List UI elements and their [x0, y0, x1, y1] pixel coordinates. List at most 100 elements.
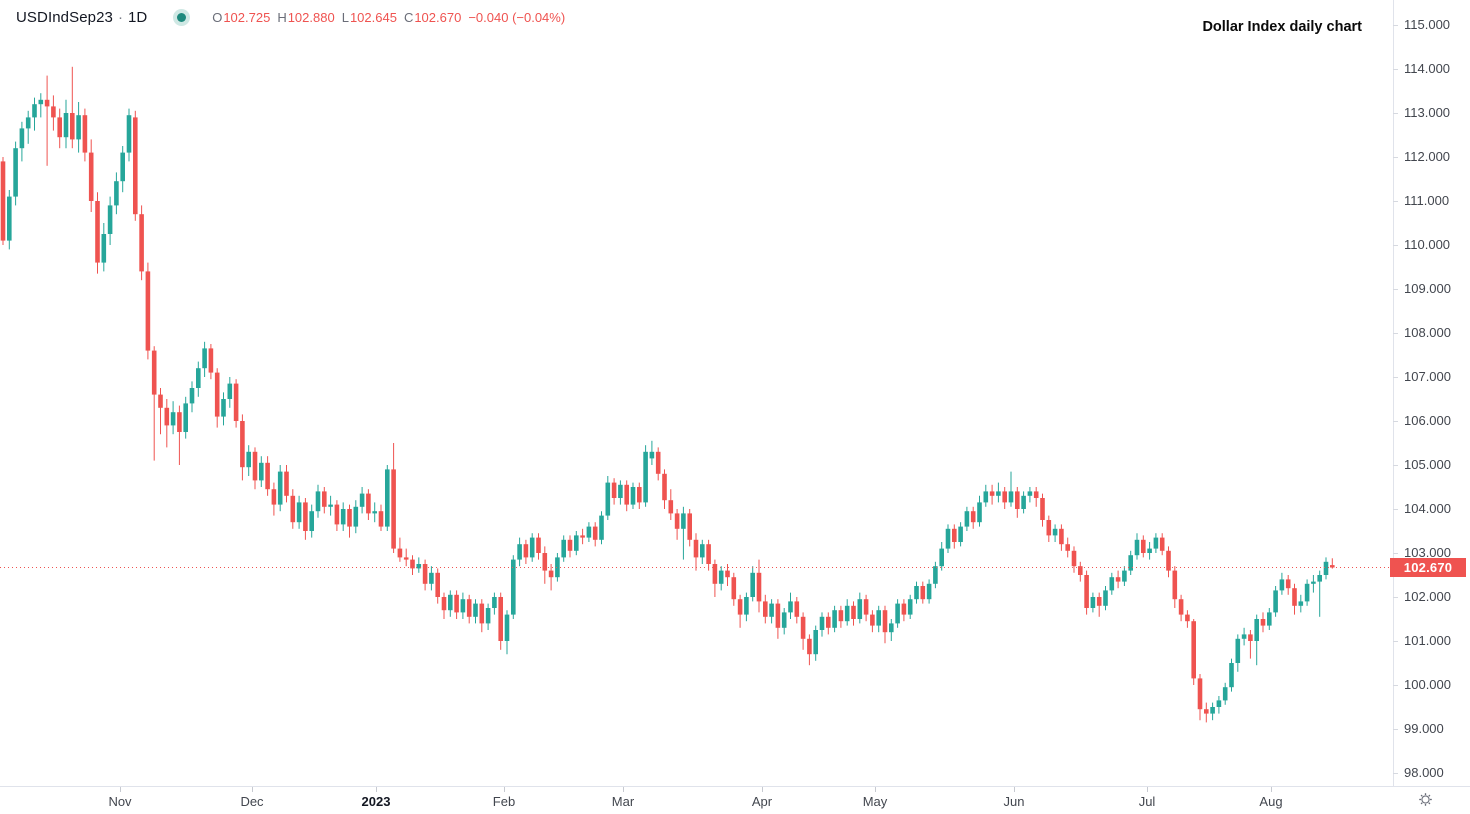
- candle: [926, 579, 932, 604]
- candle: [385, 465, 390, 531]
- candle: [970, 506, 976, 529]
- candle: [322, 487, 327, 514]
- candle: [1311, 575, 1316, 593]
- candle: [151, 346, 157, 461]
- candle: [1103, 586, 1108, 611]
- candle: [1241, 627, 1247, 646]
- candle: [435, 568, 440, 604]
- candle: [907, 594, 913, 619]
- time-tick-label: Apr: [751, 794, 773, 809]
- price-tick: [1393, 245, 1398, 246]
- candle: [756, 559, 762, 613]
- candle: [1128, 550, 1133, 575]
- candle: [511, 555, 516, 619]
- candle: [523, 539, 529, 564]
- timeframe-label[interactable]: 1D: [128, 8, 148, 26]
- candle: [353, 500, 359, 534]
- candle: [618, 480, 623, 505]
- candle: [781, 608, 787, 635]
- candle: [32, 97, 37, 131]
- candle: [429, 566, 434, 591]
- candle: [1285, 575, 1291, 595]
- price-tick: [1393, 69, 1398, 70]
- candle: [700, 539, 705, 564]
- price-tick: [1393, 509, 1398, 510]
- candle: [177, 405, 182, 465]
- candle: [637, 482, 642, 509]
- candle: [1178, 594, 1184, 622]
- series-marker-icon: [173, 8, 191, 26]
- candle: [44, 75, 50, 166]
- price-tick: [1393, 773, 1398, 774]
- time-axis[interactable]: Nov Dec 2023 Feb Mar Apr May Jun Jul Aug: [0, 787, 1393, 814]
- candle: [88, 139, 94, 212]
- time-tick-label: Feb: [492, 794, 516, 809]
- candle: [233, 379, 239, 428]
- price-tick: [1393, 597, 1398, 598]
- price-tick-label: 99.000: [1404, 721, 1444, 736]
- candle: [416, 557, 422, 573]
- candle: [655, 447, 661, 481]
- price-tick: [1393, 201, 1398, 202]
- candle: [901, 599, 907, 622]
- candle: [1134, 533, 1140, 560]
- candle: [933, 561, 938, 589]
- candle: [788, 592, 793, 619]
- price-scale-settings-button[interactable]: [1415, 789, 1435, 809]
- last-price-value: 102.670: [1403, 560, 1453, 576]
- candle: [1122, 566, 1127, 586]
- candle: [870, 610, 875, 633]
- candle: [189, 381, 195, 413]
- candle: [1304, 579, 1310, 606]
- price-tick-label: 111.000: [1404, 193, 1450, 208]
- price-tick-label: 106.000: [1404, 413, 1451, 428]
- candle: [731, 572, 737, 606]
- candle: [120, 146, 125, 193]
- symbol-title[interactable]: USDIndSep23: [16, 8, 113, 26]
- candle: [101, 223, 107, 272]
- candle: [183, 396, 188, 439]
- candle: [145, 262, 151, 360]
- candle: [561, 535, 566, 562]
- candle: [265, 456, 270, 496]
- candle: [290, 489, 296, 529]
- candle: [1260, 612, 1266, 633]
- candle: [945, 524, 951, 553]
- price-tick: [1393, 377, 1398, 378]
- price-axis[interactable]: 115.000 114.000 113.000 112.000 111.000 110.0…: [1393, 0, 1470, 786]
- candle: [662, 469, 667, 509]
- time-tick-label: Aug: [1259, 794, 1283, 809]
- price-tick: [1393, 113, 1398, 114]
- candle: [681, 506, 686, 560]
- price-tick-label: 107.000: [1404, 369, 1451, 384]
- candle: [410, 555, 415, 575]
- candle: [397, 537, 403, 562]
- candle: [1065, 537, 1070, 558]
- candle: [1115, 570, 1121, 589]
- price-tick-label: 104.000: [1404, 501, 1451, 516]
- candle: [580, 528, 585, 545]
- price-tick-label: 108.000: [1404, 325, 1451, 340]
- candle: [328, 495, 333, 516]
- candle: [340, 502, 346, 531]
- candle: [441, 592, 447, 619]
- price-tick: [1393, 421, 1398, 422]
- candle: [725, 564, 730, 586]
- time-tick: [762, 787, 763, 792]
- candle: [296, 495, 302, 529]
- candle: [1330, 558, 1335, 569]
- candle: [196, 361, 201, 397]
- candle: [63, 99, 69, 149]
- candle: [95, 192, 100, 274]
- candle: [775, 599, 781, 639]
- candle: [1317, 570, 1322, 617]
- candle: [391, 443, 396, 553]
- candle: [309, 504, 314, 538]
- candle: [567, 535, 573, 558]
- candle: [542, 546, 548, 584]
- price-tick: [1393, 729, 1398, 730]
- candle: [838, 605, 844, 628]
- candlestick-plot[interactable]: [0, 0, 1393, 786]
- price-tick-label: 113.000: [1404, 105, 1451, 120]
